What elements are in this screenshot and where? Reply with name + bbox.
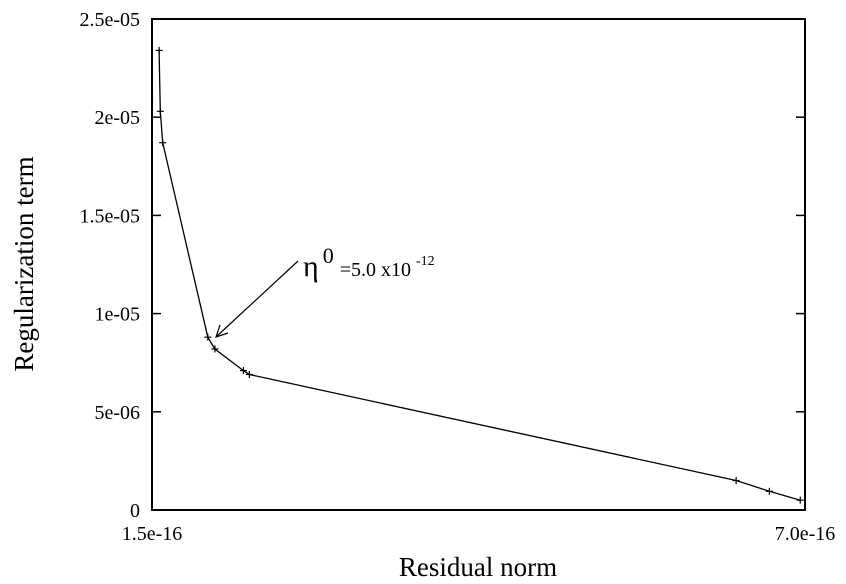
data-point-marker (732, 477, 740, 485)
annotation-value: =5.0 x10 (340, 259, 411, 281)
data-point-marker (765, 487, 773, 495)
annotation-superscript: 0 (323, 243, 334, 268)
y-tick-label: 1e-05 (94, 304, 140, 326)
plot-frame (151, 18, 806, 511)
data-point-marker (156, 107, 164, 115)
series-group (155, 46, 804, 504)
annotation-exponent: -12 (416, 254, 435, 269)
y-tick-label: 2.5e-05 (79, 9, 140, 31)
data-point-marker (796, 496, 804, 504)
annotation: η 0 =5.0 x10 -12 (215, 243, 435, 338)
x-tick-label: 1.5e-16 (122, 523, 183, 545)
series-line (158, 50, 801, 501)
data-point-marker (159, 139, 167, 147)
data-point-marker (211, 345, 219, 353)
y-tick-label: 2e-05 (94, 107, 140, 129)
data-point-marker (155, 46, 163, 54)
axis-tick-labels: 0 5e-06 1e-05 1.5e-05 2e-05 2.5e-05 1.5e-16 7.0… (79, 9, 835, 545)
annotation-arrow-shaft (215, 260, 299, 338)
data-point-marker (245, 370, 253, 378)
x-tick-label: 7.0e-16 (775, 523, 836, 545)
y-tick-label: 5e-06 (94, 402, 140, 424)
annotation-arrowhead (215, 324, 229, 338)
x-axis-label: Residual norm (399, 552, 557, 582)
data-point-marker (204, 333, 212, 341)
axis-ticks (151, 18, 806, 511)
annotation-symbol: η (303, 250, 319, 283)
data-point-marker (239, 367, 247, 375)
y-axis-label: Regularization term (9, 156, 39, 371)
y-tick-label: 1.5e-05 (79, 205, 140, 227)
annotation-text: η 0 =5.0 x10 -12 (303, 243, 435, 283)
y-tick-label: 0 (130, 500, 140, 522)
